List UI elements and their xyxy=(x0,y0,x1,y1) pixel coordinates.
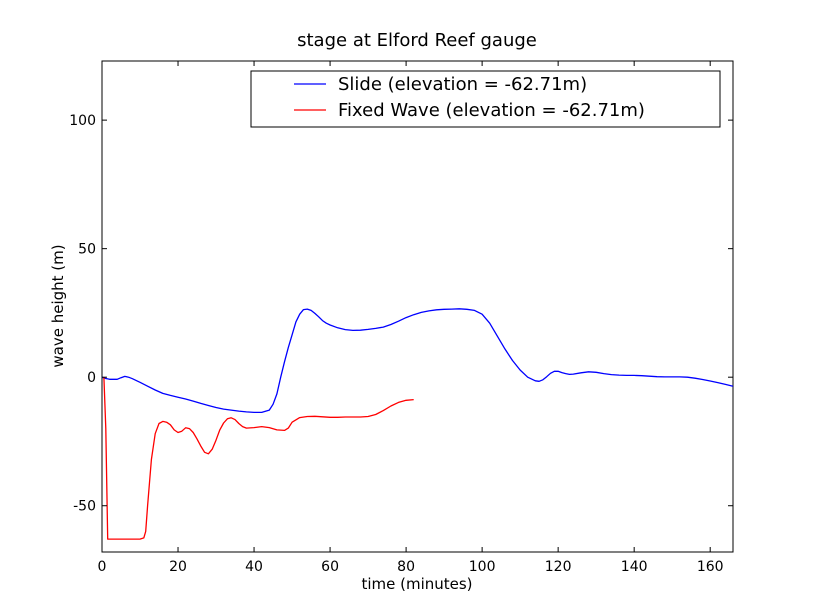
x-tick-label: 60 xyxy=(321,559,339,575)
legend-label-fixed-wave: Fixed Wave (elevation = -62.71m) xyxy=(338,100,645,121)
plot-area xyxy=(101,60,734,553)
y-tick-label: 50 xyxy=(78,242,96,258)
y-tick-label: 100 xyxy=(69,113,96,129)
x-axis-label: time (minutes) xyxy=(361,575,472,593)
x-tick-label: 40 xyxy=(245,559,263,575)
x-tick-label: 0 xyxy=(98,559,107,575)
y-tick-label: 0 xyxy=(87,370,96,386)
x-tick-label: 160 xyxy=(697,559,724,575)
x-tick-label: 100 xyxy=(469,559,496,575)
y-tick-label: -50 xyxy=(73,499,96,515)
legend-label-slide: Slide (elevation = -62.71m) xyxy=(338,74,587,95)
x-tick-label: 120 xyxy=(545,559,572,575)
tick-layer: 0 20 40 60 80 100 120 140 160 -50 0 50 100 xyxy=(69,61,733,575)
legend-box xyxy=(250,70,721,128)
x-tick-label: 80 xyxy=(397,559,415,575)
y-axis-label: wave height (m) xyxy=(49,244,67,367)
series-line-slide xyxy=(101,308,734,414)
x-tick-label: 20 xyxy=(169,559,187,575)
series-line-fixed-wave xyxy=(103,377,414,540)
legend: Slide (elevation = -62.71m) Fixed Wave (… xyxy=(250,70,721,128)
x-tick-label: 140 xyxy=(621,559,648,575)
chart-title: stage at Elford Reef gauge xyxy=(297,30,537,51)
series-layer xyxy=(101,308,734,540)
